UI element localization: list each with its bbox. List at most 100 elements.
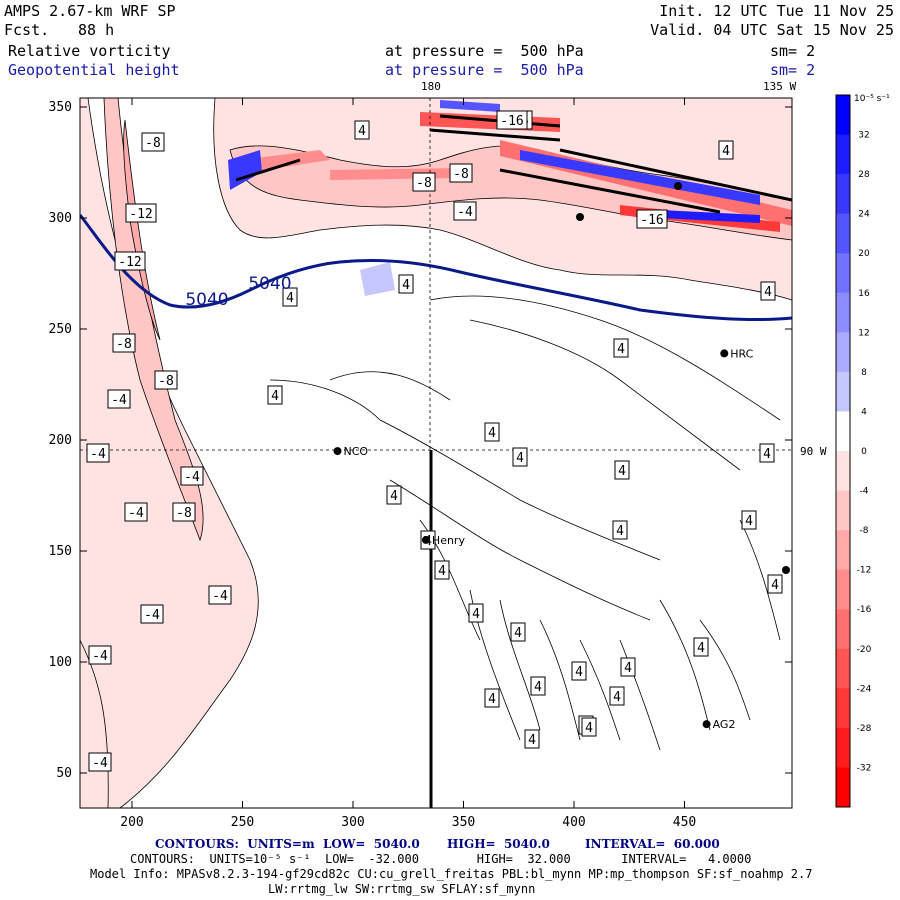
colorbar-segment (836, 253, 850, 294)
contour-label: -8 (154, 370, 178, 390)
vorticity-pos-1 (440, 100, 500, 112)
svg-text:4: 4 (617, 342, 625, 357)
svg-text:4: 4 (585, 721, 593, 736)
contour-label: 4 (571, 661, 587, 681)
svg-text:-8: -8 (145, 136, 161, 151)
svg-text:-16: -16 (500, 114, 523, 129)
svg-text:4: 4 (697, 641, 705, 656)
colorbar-label: -32 (857, 763, 872, 773)
y-tick-label: 300 (49, 211, 72, 226)
svg-text:-12: -12 (118, 255, 141, 270)
svg-text:-4: -4 (184, 470, 200, 485)
x-tick-label: 250 (231, 815, 254, 830)
station-marker (421, 535, 430, 544)
contour-label: 4 (386, 485, 402, 505)
forecast-hours: 88 h (78, 21, 115, 39)
colorbar-label: -8 (860, 526, 869, 536)
colorbar-label: -24 (857, 684, 872, 694)
colorbar-label: 32 (858, 131, 869, 141)
station-marker (702, 720, 711, 729)
colorbar-segment (836, 490, 850, 531)
contour-label: -4 (124, 502, 148, 522)
valid-time: Valid. 04 UTC Sat 15 Nov 25 (650, 21, 894, 39)
svg-text:-16: -16 (640, 213, 663, 228)
vorticity-band-west-core (123, 119, 161, 341)
contour-label: 4 (510, 622, 526, 642)
x-tick-label: 450 (673, 815, 696, 830)
contour-label: 4 (468, 603, 484, 623)
contour-label: -8 (141, 132, 165, 152)
svg-text:-4: -4 (144, 608, 160, 623)
y-tick-label: 50 (56, 766, 72, 781)
contour-label: 4 (282, 287, 298, 307)
contour-label: -4 (88, 752, 112, 772)
footer-model-info-2: LW:rrtmg_lw SW:rrtmg_sw SFLAY:sf_mynn (268, 882, 536, 896)
colorbar-label: 4 (861, 407, 867, 417)
svg-text:4: 4 (516, 451, 524, 466)
contour-label: 4 (759, 443, 775, 463)
svg-text:-4: -4 (92, 649, 108, 664)
contour-label: 4 (612, 520, 628, 540)
svg-text:4: 4 (358, 124, 366, 139)
svg-text:4: 4 (488, 692, 496, 707)
height-labels: 5040 5040 (185, 274, 291, 310)
contour-label: -4 (180, 466, 204, 486)
footer-model-info: Model Info: MPASv8.2.3-194-gf29cd82c CU:… (90, 867, 813, 881)
contour-label: -4 (107, 389, 131, 409)
x-tick-label: 200 (120, 815, 143, 830)
svg-text:-8: -8 (116, 337, 132, 352)
colorbar-segment (836, 332, 850, 373)
lon-label-135w: 135 W (763, 80, 797, 93)
contour-label: 4 (354, 120, 370, 140)
colorbar-label: 28 (858, 170, 870, 180)
colorbar-segment (836, 648, 850, 689)
footer-vorticity-contours: CONTOURS: UNITS=10⁻⁵ s⁻¹ LOW= -32.000 HI… (130, 852, 752, 866)
svg-text:4: 4 (613, 690, 621, 705)
svg-text:4: 4 (472, 607, 480, 622)
height-label: 5040 (185, 290, 228, 310)
station-marker (782, 566, 790, 574)
vorticity-streak-5 (330, 168, 460, 180)
colorbar-label: -28 (857, 724, 872, 734)
svg-text:-8: -8 (158, 374, 174, 389)
colorbar-unit: 10⁻⁵ s⁻¹ (854, 94, 890, 104)
svg-text:4: 4 (764, 285, 772, 300)
field1-smoothing: sm= 2 (770, 42, 816, 60)
colorbar-label: 24 (858, 210, 870, 220)
y-tick-label: 100 (49, 655, 72, 670)
contour-label: -8 (172, 502, 196, 522)
svg-text:4: 4 (745, 514, 753, 529)
colorbar-label: 20 (858, 249, 870, 259)
lon-label-180: 180 (421, 80, 441, 93)
contour-label: -12 (114, 251, 146, 271)
axis-ticks: 200 250 300 350 400 450 350 300 250 200 150 100 50 (49, 98, 792, 830)
footer-height-contours: CONTOURS: UNITS=m LOW= 5040.0 (155, 837, 420, 851)
svg-text:-4: -4 (457, 205, 473, 220)
svg-text:-4: -4 (92, 756, 108, 771)
contour-label: -4 (88, 645, 112, 665)
colorbar-segment (836, 609, 850, 650)
contour-label: -8 (412, 172, 436, 192)
colorbar-label: -12 (857, 566, 872, 576)
svg-text:4: 4 (271, 389, 279, 404)
contour-label: -4 (453, 201, 477, 221)
plot-frame (79, 97, 793, 809)
lat-label-90w: 90 W (800, 445, 827, 458)
colorbar-label: 8 (861, 368, 867, 378)
contour-label: 4 (530, 676, 546, 696)
footer-height-high: HIGH= 5040.0 (447, 837, 550, 851)
contour-label: 4 (434, 560, 450, 580)
contour-label: 4 (484, 688, 500, 708)
svg-text:-4: -4 (111, 393, 127, 408)
field1-name: Relative vorticity (8, 42, 171, 60)
svg-text:-4: -4 (128, 506, 144, 521)
colorbar-label: 16 (858, 289, 870, 299)
contour-labels: -8 -12 -12 -8 -8 -4 -4 -4 -4 -8 -4 -4 -4 -4 -16 -8 -8 -4 -… (86, 110, 783, 772)
contour-label: 4 (614, 460, 630, 480)
svg-text:4: 4 (616, 524, 624, 539)
station-label: AG2 (713, 718, 736, 731)
y-tick-label: 350 (49, 100, 72, 115)
station-marker (333, 447, 342, 456)
map-field (80, 98, 792, 808)
contour-label: 4 (693, 637, 709, 657)
